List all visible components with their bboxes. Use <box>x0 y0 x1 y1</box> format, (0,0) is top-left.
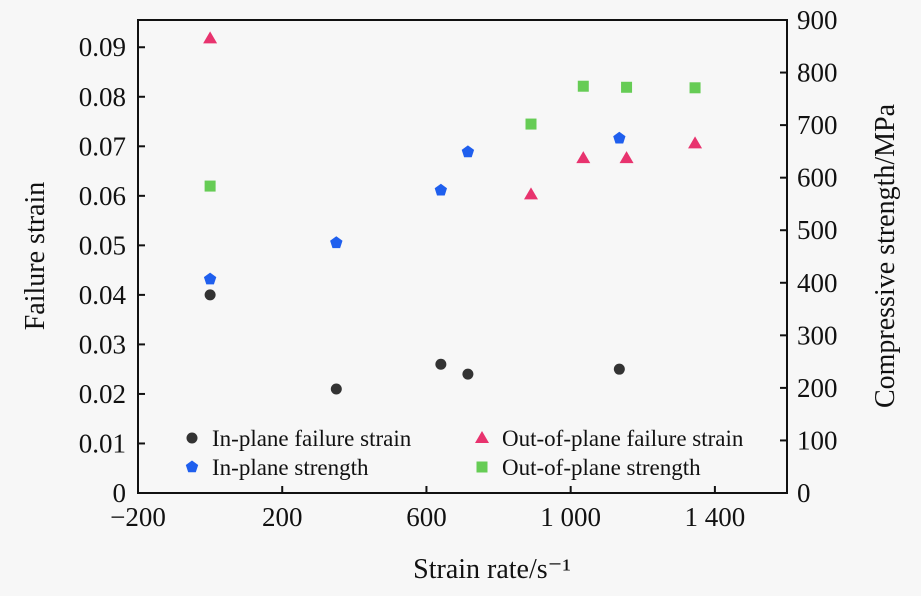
data-point-in-plane-failure-strain <box>435 358 447 370</box>
y-right-tick-label: 200 <box>797 373 838 403</box>
y-tick-label: 0 <box>113 478 127 508</box>
y-right-tick-label: 400 <box>797 268 838 298</box>
y-tick-label: 0.02 <box>79 379 126 409</box>
data-point-out-of-plane-failure-strain <box>688 136 703 149</box>
legend-marker <box>475 431 489 443</box>
plot-area <box>137 19 788 494</box>
y-tick-label: 0.08 <box>79 82 126 112</box>
data-point-out-of-plane-strength <box>577 80 589 92</box>
data-point-in-plane-failure-strain <box>330 383 342 395</box>
data-point-in-plane-failure-strain <box>462 368 474 380</box>
y-right-tick-label: 500 <box>797 215 838 245</box>
legend-marker <box>185 460 199 473</box>
legend-label: In-plane failure strain <box>212 426 412 451</box>
x-tick-label: 1 000 <box>540 502 601 532</box>
y-tick-label: 0.01 <box>79 428 126 458</box>
data-point-out-of-plane-strength <box>689 82 701 94</box>
x-axis-label: Strain rate/s⁻¹ <box>413 554 571 585</box>
y-tick-label: 0.06 <box>79 181 126 211</box>
data-point-in-plane-strength <box>434 183 447 196</box>
y-right-tick-label: 700 <box>797 110 838 140</box>
y-tick-label: 0.05 <box>79 230 126 260</box>
x-tick-label: 600 <box>406 502 447 532</box>
legend-label: Out-of-plane strength <box>502 455 701 480</box>
data-point-in-plane-strength <box>203 272 217 285</box>
y-right-tick-label: 100 <box>797 425 838 455</box>
y-tick-label: 0.07 <box>79 131 126 161</box>
data-point-in-plane-strength <box>461 145 475 158</box>
data-point-out-of-plane-strength <box>525 118 537 130</box>
y-right-tick-label: 900 <box>797 5 838 35</box>
x-tick-label: 1 400 <box>685 502 746 532</box>
y-tick-label: 0.09 <box>79 32 126 62</box>
data-point-in-plane-strength <box>330 236 343 249</box>
y-right-tick-label: 600 <box>797 163 838 193</box>
data-point-in-plane-failure-strain <box>204 289 216 301</box>
y-tick-label: 0.03 <box>79 329 126 359</box>
data-point-out-of-plane-failure-strain <box>619 151 634 164</box>
y-axis-label: Failure strain <box>20 182 51 331</box>
x-tick-label: −200 <box>110 502 166 532</box>
y-right-tick-label: 300 <box>797 320 838 350</box>
legend-marker <box>186 432 198 444</box>
y-axis-right-label: Compressive strength/MPa <box>870 103 901 408</box>
x-tick-label: 200 <box>262 502 303 532</box>
data-point-out-of-plane-failure-strain <box>576 151 591 164</box>
y-right-tick-label: 0 <box>797 478 811 508</box>
legend-label: In-plane strength <box>212 455 369 480</box>
data-point-in-plane-strength <box>613 131 626 144</box>
legend-marker <box>476 461 488 473</box>
y-right-tick-label: 800 <box>797 58 838 88</box>
data-point-in-plane-failure-strain <box>613 363 625 375</box>
data-point-out-of-plane-failure-strain <box>524 187 539 200</box>
y-tick-label: 0.04 <box>79 280 127 310</box>
data-point-out-of-plane-failure-strain <box>203 31 218 44</box>
data-point-out-of-plane-strength <box>204 180 216 192</box>
data-point-out-of-plane-strength <box>621 81 633 93</box>
legend-label: Out-of-plane failure strain <box>502 426 744 451</box>
